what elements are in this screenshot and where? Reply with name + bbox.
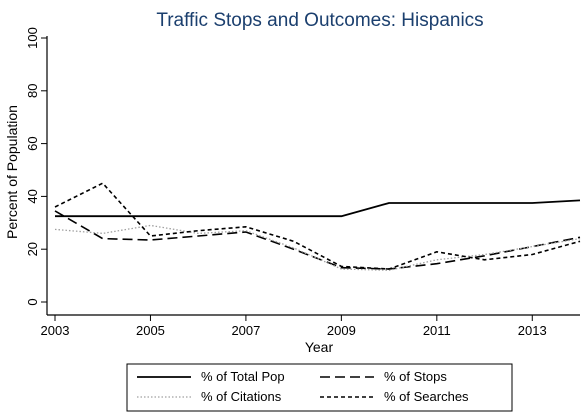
series-line-4 (54, 182, 581, 270)
x-tick-label: 2003 (41, 323, 70, 338)
x-tick-label: 2009 (327, 323, 356, 338)
series-line-3 (54, 224, 581, 271)
y-tick-label: 100 (25, 27, 40, 49)
legend-label-1: % of Total Pop (201, 369, 285, 384)
chart-legend: % of Total Pop % of Stops % of Citations % … (126, 363, 513, 412)
legend-label-3: % of Citations (201, 389, 282, 404)
chart-title: Traffic Stops and Outcomes: Hispanics (156, 10, 483, 31)
series-line-2 (54, 210, 581, 270)
y-tick-label: 60 (25, 136, 40, 150)
legend-box (126, 363, 513, 412)
x-tick-label: 2007 (231, 323, 260, 338)
y-axis-label: Percent of Population (4, 105, 20, 239)
plot-area (54, 182, 581, 271)
x-axis-label: Year (305, 339, 334, 355)
y-tick-label: 80 (25, 84, 40, 98)
x-tick-label: 2011 (423, 323, 451, 338)
legend-label-2: % of Stops (384, 369, 447, 384)
y-tick-label: 0 (25, 298, 40, 305)
legend-label-4: % of Searches (384, 389, 469, 404)
x-tick-label: 2013 (518, 323, 547, 338)
y-tick-label: 40 (25, 189, 40, 203)
y-axis-ticks: 0 20 40 60 80 100 (25, 27, 47, 306)
y-tick-label: 20 (25, 242, 40, 256)
series-line-1 (55, 199, 581, 218)
x-axis-ticks: 2003 2005 2007 2009 2011 2013 (41, 315, 547, 338)
x-tick-label: 2005 (136, 323, 165, 338)
